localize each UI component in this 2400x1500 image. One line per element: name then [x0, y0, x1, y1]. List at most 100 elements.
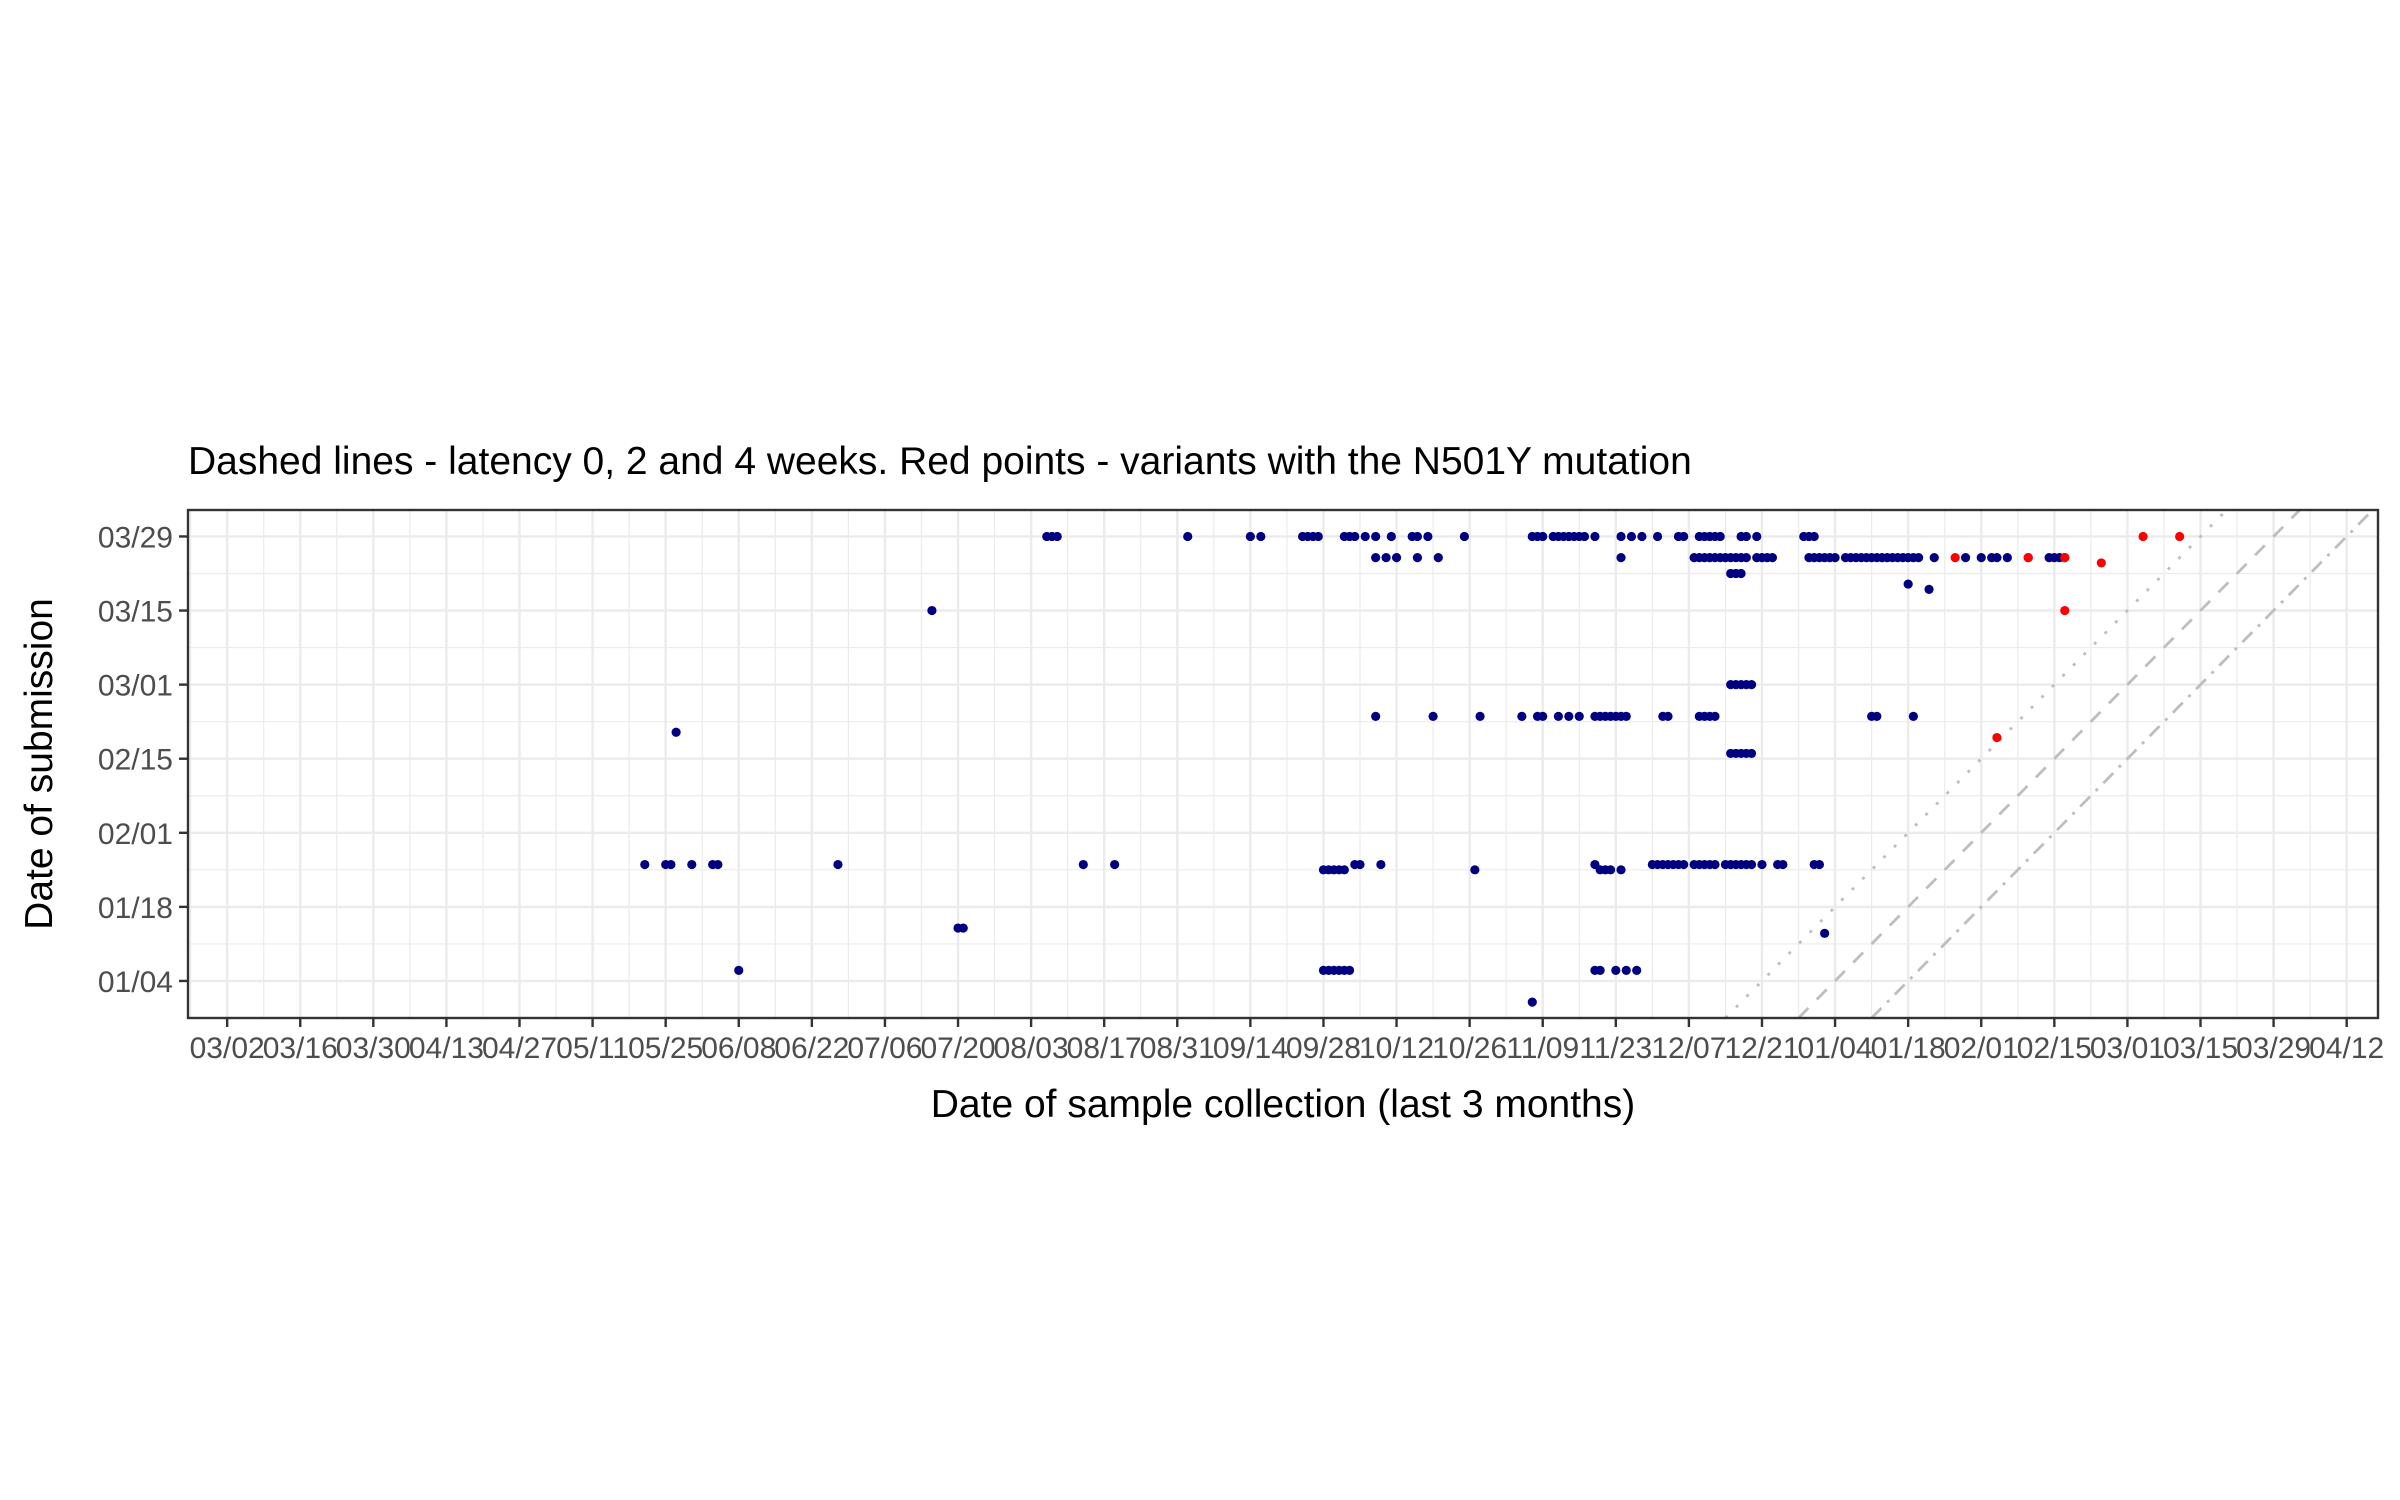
n501y-data-point [2138, 531, 2148, 542]
x-tick-label: 01/18 [1871, 1032, 1946, 1065]
data-point [1752, 531, 1762, 542]
data-point [1715, 531, 1725, 542]
data-point [1616, 531, 1626, 542]
data-point [1256, 531, 1266, 542]
x-tick-label: 08/17 [1067, 1032, 1142, 1065]
data-point [640, 859, 650, 870]
x-tick-label: 09/28 [1286, 1032, 1361, 1065]
data-point [1757, 859, 1767, 870]
data-point [1960, 553, 1971, 563]
data-point [1339, 865, 1349, 875]
data-point [1976, 553, 1986, 563]
data-point [1183, 531, 1193, 542]
data-point [1475, 711, 1485, 721]
y-tick-label: 01/18 [98, 892, 173, 925]
data-point [687, 859, 697, 870]
data-point [1376, 859, 1386, 870]
data-point [1350, 531, 1360, 542]
data-point [1595, 965, 1605, 975]
data-point [1579, 531, 1590, 542]
data-point [1355, 859, 1365, 870]
data-point [1433, 553, 1443, 563]
x-tick-label: 04/13 [409, 1032, 484, 1065]
x-tick-label: 02/01 [1944, 1032, 2019, 1065]
data-point [666, 859, 676, 870]
y-tick-label: 01/04 [98, 966, 173, 999]
data-point [1371, 711, 1381, 721]
x-tick-label: 08/03 [994, 1032, 1069, 1065]
x-tick-label: 10/26 [1432, 1032, 1507, 1065]
data-point [1381, 553, 1391, 563]
plot-panel [188, 510, 2378, 1018]
data-point [1470, 865, 1480, 875]
data-point [1344, 965, 1355, 975]
data-point [1736, 568, 1746, 579]
data-point [833, 859, 843, 870]
data-point [1820, 928, 1830, 938]
n501y-data-point [2060, 553, 2070, 563]
data-point [1459, 531, 1470, 542]
data-point [2002, 553, 2012, 563]
data-point [1052, 531, 1062, 542]
x-tick-label: 06/22 [774, 1032, 849, 1065]
y-tick-label: 02/15 [98, 744, 173, 777]
data-point [1741, 553, 1751, 563]
data-point [1903, 579, 1913, 589]
data-point [1929, 553, 1939, 563]
data-point [1637, 531, 1647, 542]
data-point [1371, 553, 1381, 563]
x-tick-label: 03/01 [2090, 1032, 2165, 1065]
data-point [1412, 531, 1423, 542]
y-axis-label: Date of submission [18, 598, 61, 930]
n501y-data-point [2023, 553, 2033, 563]
data-point [1616, 553, 1626, 563]
x-tick-label: 11/09 [1506, 1032, 1579, 1065]
data-point [1830, 553, 1840, 563]
data-point [1814, 859, 1825, 870]
x-tick-label: 11/23 [1579, 1032, 1652, 1065]
data-point [1245, 531, 1255, 542]
x-tick-label: 03/15 [2163, 1032, 2238, 1065]
data-points [640, 531, 2185, 1007]
data-point [1741, 531, 1751, 542]
x-tick-label: 02/15 [2017, 1032, 2092, 1065]
x-tick-label: 04/12 [2309, 1032, 2384, 1065]
data-point [1710, 859, 1720, 870]
x-tick-label: 04/27 [482, 1032, 557, 1065]
data-point [1621, 711, 1631, 721]
data-point [1652, 531, 1663, 542]
data-point [1679, 531, 1689, 542]
x-tick-label: 08/31 [1140, 1032, 1215, 1065]
data-point [1605, 865, 1616, 875]
data-point [1313, 531, 1323, 542]
major-grid [188, 510, 2378, 1018]
x-tick-label: 05/25 [628, 1032, 703, 1065]
data-point [734, 965, 744, 975]
data-point [1538, 711, 1548, 721]
data-point [1360, 531, 1370, 542]
data-point [1778, 859, 1788, 870]
data-point [1590, 531, 1600, 542]
data-point [1412, 553, 1423, 563]
x-tick-label: 12/21 [1724, 1032, 1799, 1065]
n501y-data-point [2175, 531, 2185, 542]
x-tick-label: 12/07 [1651, 1032, 1726, 1065]
x-tick-label: 03/29 [2236, 1032, 2311, 1065]
x-tick-label: 01/04 [1798, 1032, 1873, 1065]
x-tick-label: 03/30 [336, 1032, 411, 1065]
data-point [1710, 711, 1720, 721]
x-tick-label: 05/11 [556, 1032, 629, 1065]
data-point [1428, 711, 1438, 721]
data-point [1663, 711, 1673, 721]
data-point [1632, 965, 1642, 975]
data-point [1746, 748, 1757, 759]
data-point [1809, 531, 1819, 542]
data-point [1616, 865, 1626, 875]
data-point [1611, 965, 1621, 975]
n501y-data-point [1992, 732, 2002, 743]
data-point [1553, 711, 1563, 721]
data-point [1679, 859, 1689, 870]
data-point [1908, 711, 1918, 721]
data-point [1767, 553, 1778, 563]
